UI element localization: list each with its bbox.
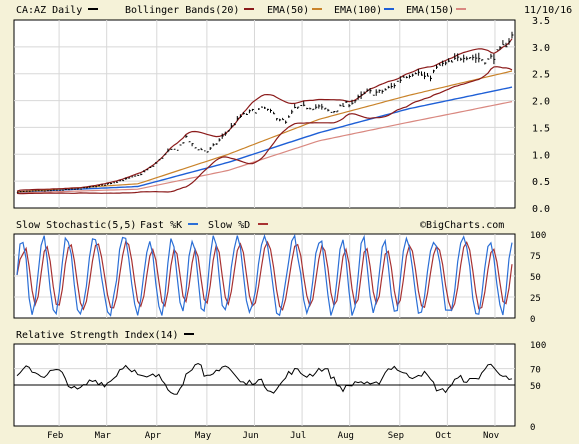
price-y-tick: 2.5 [532,70,550,81]
rsi-line [16,362,513,395]
stoch-title: Slow Stochastic(5,5) [16,220,136,231]
month-label: Jul [290,431,306,441]
ema50-line [16,70,513,193]
stoch-slow-label: Slow %D [208,220,250,231]
month-label: Nov [483,431,499,441]
month-label: Jun [242,431,258,441]
price-y-tick: 3.0 [532,43,550,54]
bollinger-lower-line [16,66,513,195]
legend-ema150-label: EMA(150) [406,5,454,16]
month-label: Sep [388,431,404,441]
ema100-line [16,86,513,193]
bollinger-upper-line [16,38,513,192]
watermark: ©BigCharts.com [420,220,504,231]
stoch-fast-label: Fast %K [140,220,182,231]
stoch-slow-line [16,240,513,312]
month-label: Aug [338,431,354,441]
rsi-y-tick: 100 [530,341,546,351]
symbol-label: CA:AZ Daily [16,5,82,16]
price-y-tick: 1.0 [532,150,550,161]
tick-labels: 0.0 0.5 1.0 1.5 2.0 2.5 3.0 3.5 Feb Mar Apr May Jun J… [47,16,550,441]
date-label: 11/10/16 [524,5,572,16]
month-label: Oct [435,431,451,441]
price-y-tick: 0.5 [532,177,550,188]
month-label: May [195,431,212,441]
stoch-y-tick: 25 [530,294,541,304]
stoch-y-tick: 50 [530,273,541,283]
price-ohlc-bars [16,31,514,193]
legend-bollinger-label: Bollinger Bands(20) [125,5,239,16]
price-plot-area [13,19,516,209]
stoch-y-tick: 0 [530,315,535,325]
month-label: Mar [95,431,112,441]
month-label: Feb [47,431,63,441]
month-label: Apr [145,431,162,441]
price-y-tick: 3.5 [532,16,550,27]
rsi-y-tick: 70 [530,366,541,376]
stoch-y-tick: 75 [530,252,541,262]
price-y-tick: 1.5 [532,123,550,134]
price-y-tick: 2.0 [532,97,550,108]
rsi-title: Relative Strength Index(14) [16,330,179,341]
stoch-y-tick: 100 [530,231,546,241]
rsi-y-tick: 50 [530,382,541,392]
legend-ema50-label: EMA(50) [267,5,309,16]
stoch-fast-line [16,233,513,317]
plot-series [16,31,514,395]
rsi-y-tick: 0 [530,423,535,433]
legend-ema100-label: EMA(100) [334,5,382,16]
ema150-line [16,101,513,194]
price-y-tick: 0.0 [532,204,550,215]
